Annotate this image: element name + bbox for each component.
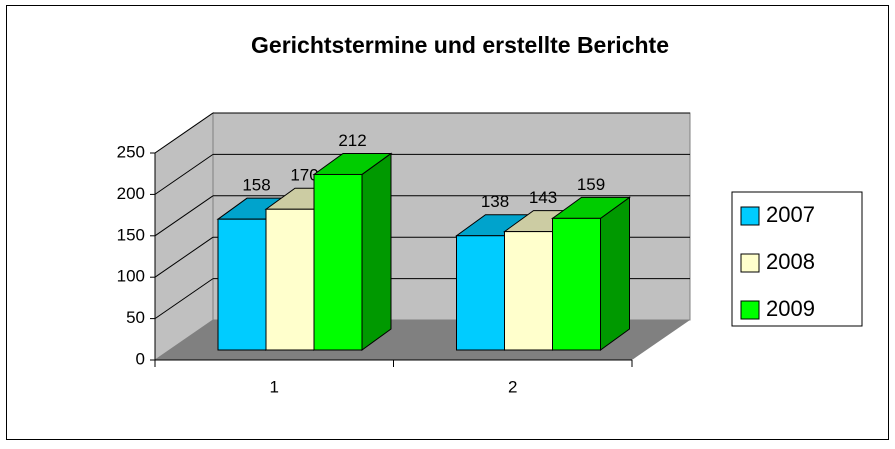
value-label: 159 — [577, 175, 605, 194]
bar-side — [361, 152, 392, 351]
chart-title: Gerichtstermine und erstellte Berichte — [251, 32, 669, 58]
bar — [265, 208, 315, 351]
legend-swatch — [740, 206, 760, 226]
y-tick-label: 50 — [126, 308, 145, 327]
value-label: 170 — [290, 166, 318, 185]
x-tick-label: 2 — [508, 377, 517, 396]
legend-swatch — [740, 300, 760, 320]
bar-side — [600, 196, 630, 351]
value-label: 212 — [338, 131, 366, 150]
y-tick-label: 200 — [117, 184, 145, 203]
value-label: 138 — [481, 192, 509, 211]
legend-label: 2007 — [766, 202, 815, 227]
y-tick-label: 250 — [117, 142, 145, 161]
grid-line-side — [154, 153, 214, 195]
bar — [456, 235, 505, 351]
grid-line-side — [154, 112, 214, 154]
value-label: 158 — [242, 176, 270, 195]
y-tick-label: 100 — [117, 267, 145, 286]
value-label: 143 — [529, 188, 557, 207]
bar — [217, 218, 267, 351]
y-tick-label: 0 — [136, 349, 145, 368]
bar — [313, 173, 363, 351]
grid-line-side — [154, 195, 214, 237]
grid-line-side — [154, 278, 214, 320]
bar — [504, 231, 553, 351]
side-wall — [154, 112, 214, 361]
legend-label: 2008 — [766, 249, 815, 274]
x-tick-label: 1 — [270, 377, 279, 396]
legend-swatch — [740, 253, 760, 273]
y-tick-label: 150 — [117, 225, 145, 244]
grid-line-side — [154, 236, 214, 278]
legend-label: 2009 — [766, 296, 815, 321]
bar — [552, 217, 601, 351]
